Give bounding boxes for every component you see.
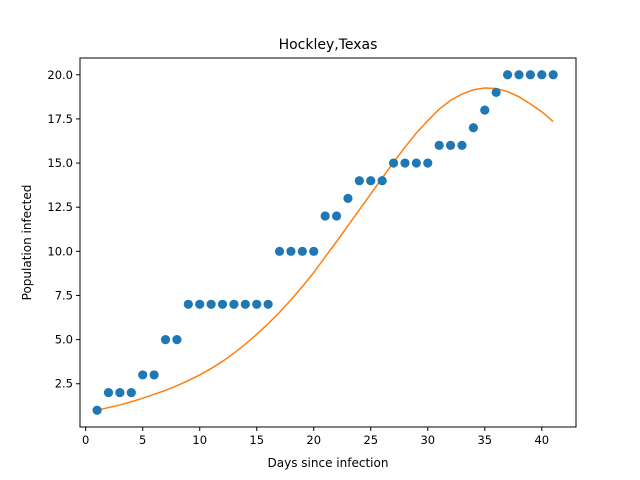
data-point — [274, 246, 285, 256]
axes-ticks: 0 5 10 15 20 25 30 35 40 2.5 5.0 7.5 10.0 12.5 15.0 17.… — [47, 68, 549, 447]
data-point — [491, 87, 501, 98]
y-tick-label: 7.5 — [55, 288, 73, 302]
data-point — [183, 299, 193, 309]
y-tick-label: 17.5 — [47, 112, 73, 126]
axes-frame — [79, 57, 577, 428]
data-point — [548, 70, 558, 80]
y-tick-label: 12.5 — [47, 200, 73, 214]
x-tick-label: 5 — [139, 433, 146, 447]
data-point — [480, 105, 490, 115]
x-axis-label: Days since infection — [268, 456, 389, 470]
data-point — [343, 193, 353, 203]
y-tick-label: 20.0 — [47, 68, 73, 82]
data-point — [366, 176, 376, 186]
data-point — [252, 299, 262, 309]
x-tick-label: 35 — [477, 433, 492, 447]
y-tick-label: 2.5 — [55, 377, 73, 391]
data-point — [286, 246, 296, 256]
x-tick-label: 30 — [420, 433, 435, 447]
data-point — [388, 158, 399, 168]
data-point — [502, 70, 513, 80]
data-point — [525, 70, 535, 80]
data-point — [354, 176, 364, 186]
data-point — [423, 158, 433, 168]
data-point — [297, 246, 307, 256]
data-point — [263, 299, 273, 309]
data-point — [149, 370, 159, 380]
data-point — [92, 405, 102, 415]
data-point — [309, 246, 319, 256]
data-point — [445, 140, 456, 150]
y-tick-label: 10.0 — [47, 244, 73, 258]
data-point — [411, 158, 421, 168]
x-tick-label: 20 — [306, 433, 321, 447]
data-point — [172, 335, 182, 345]
x-tick-label: 0 — [82, 433, 89, 447]
y-tick-label: 5.0 — [55, 333, 73, 347]
data-point — [377, 176, 387, 186]
x-tick-label: 25 — [363, 433, 378, 447]
x-tick-label: 15 — [249, 433, 264, 447]
data-point — [468, 123, 478, 133]
data-point — [240, 299, 250, 309]
data-point — [160, 335, 171, 345]
x-tick-label: 10 — [192, 433, 207, 447]
y-tick-label: 15.0 — [47, 156, 73, 170]
y-axis-label: Population infected — [20, 185, 34, 301]
plot-area — [92, 70, 558, 415]
fit-curve-line — [96, 87, 554, 411]
x-tick-label: 40 — [534, 433, 549, 447]
data-point — [400, 158, 410, 168]
chart-title: Hockley,Texas — [279, 37, 378, 53]
data-point — [331, 211, 342, 221]
data-point — [195, 299, 205, 309]
data-point — [229, 299, 239, 309]
data-point — [138, 370, 148, 380]
data-point — [514, 70, 524, 80]
data-point — [320, 211, 330, 221]
data-point — [126, 387, 136, 398]
data-point — [206, 299, 216, 309]
data-point — [103, 387, 114, 398]
data-point — [434, 140, 444, 150]
data-point — [537, 70, 547, 80]
data-point — [217, 299, 228, 309]
data-point — [115, 387, 125, 398]
data-point — [457, 140, 467, 150]
